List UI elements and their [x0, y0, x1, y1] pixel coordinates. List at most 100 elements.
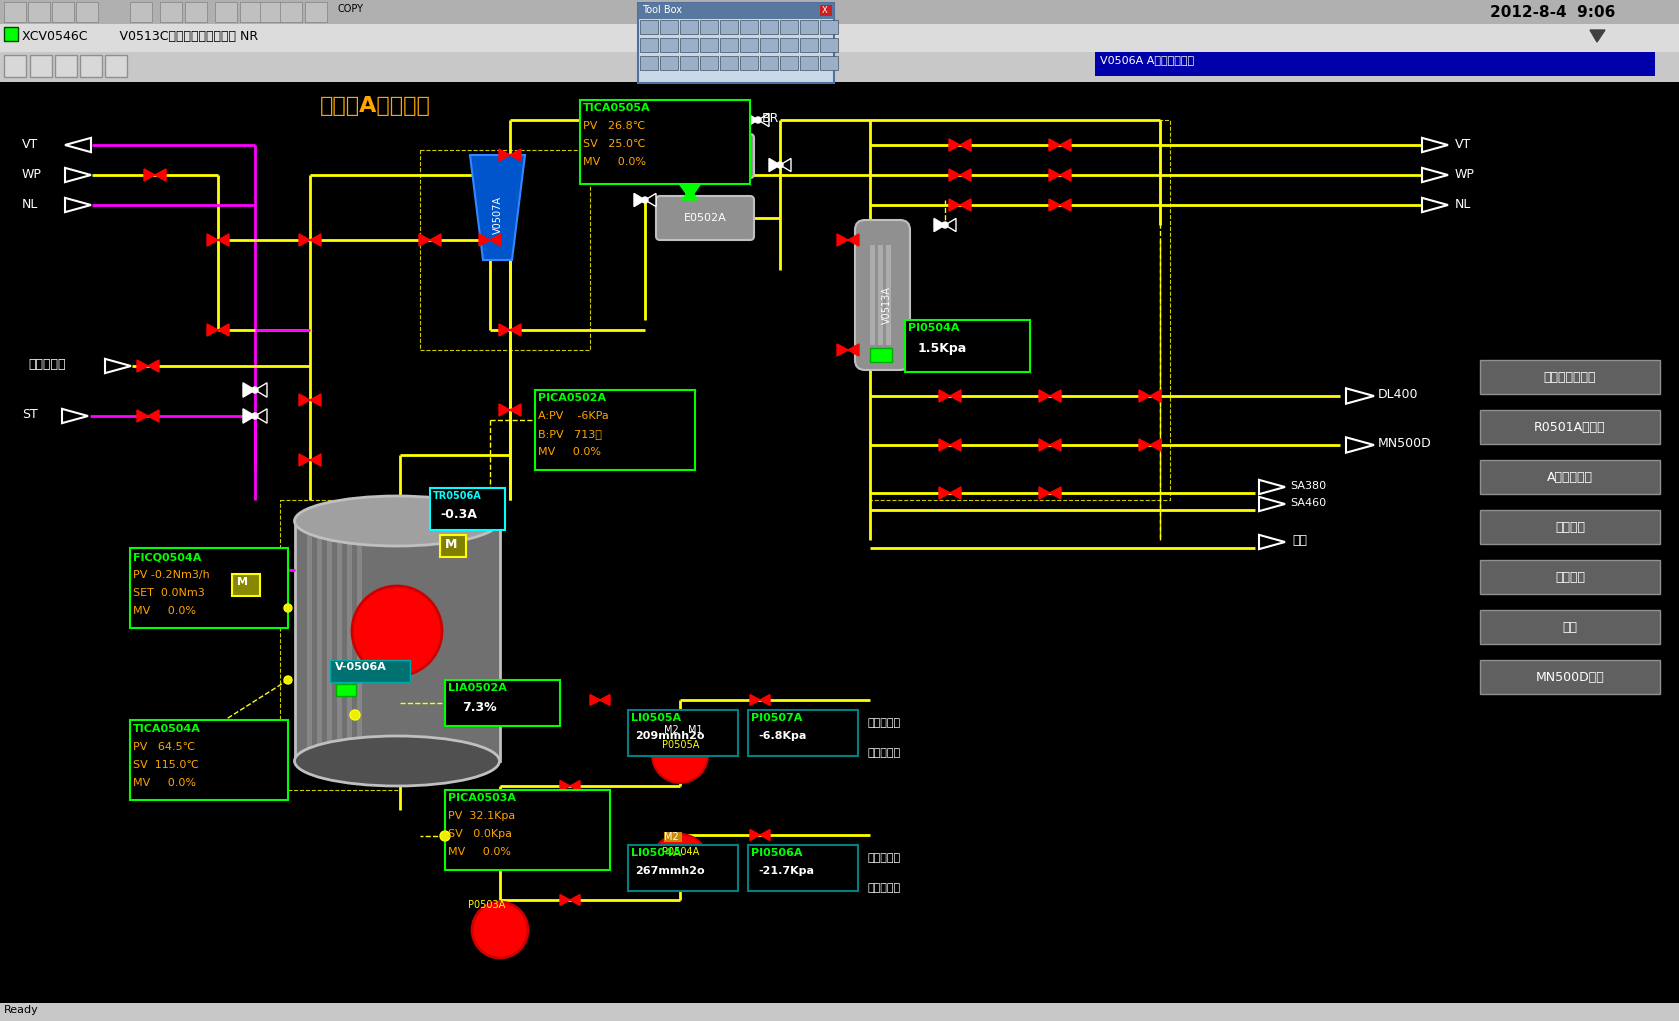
Bar — [76, 2, 97, 22]
Bar — [52, 2, 74, 22]
Bar — [628, 845, 739, 891]
Bar — [887, 245, 892, 345]
Polygon shape — [154, 168, 166, 181]
Bar — [640, 56, 658, 70]
Polygon shape — [470, 155, 526, 260]
Text: E0502A: E0502A — [683, 213, 727, 223]
Circle shape — [284, 604, 292, 612]
Polygon shape — [945, 218, 955, 232]
Bar — [348, 526, 353, 756]
Text: 低液位开关: 低液位开关 — [868, 883, 902, 893]
Bar — [660, 20, 678, 34]
Bar — [819, 5, 833, 16]
Polygon shape — [950, 390, 960, 402]
Text: SA380: SA380 — [1289, 481, 1326, 491]
Bar — [336, 684, 356, 696]
Polygon shape — [311, 234, 321, 246]
Bar — [536, 390, 695, 470]
Text: DL400: DL400 — [1378, 388, 1419, 401]
Text: PI0504A: PI0504A — [908, 323, 959, 333]
Polygon shape — [751, 829, 761, 840]
Text: LI0505A: LI0505A — [631, 713, 682, 723]
Polygon shape — [311, 394, 321, 406]
Text: 2012-8-4  9:06: 2012-8-4 9:06 — [1489, 5, 1615, 20]
Polygon shape — [761, 694, 771, 706]
Bar — [1479, 410, 1661, 444]
Polygon shape — [1039, 439, 1049, 451]
Circle shape — [252, 387, 259, 393]
Polygon shape — [949, 199, 960, 211]
Bar — [445, 680, 561, 726]
Polygon shape — [499, 404, 510, 416]
Bar — [680, 56, 698, 70]
Bar — [720, 20, 739, 34]
Bar — [761, 38, 777, 52]
Text: WP: WP — [1456, 168, 1474, 181]
Text: NL: NL — [22, 198, 39, 211]
Polygon shape — [138, 360, 148, 372]
Bar — [628, 710, 739, 756]
Polygon shape — [569, 780, 579, 791]
Bar — [720, 38, 739, 52]
Polygon shape — [680, 185, 700, 199]
Polygon shape — [499, 324, 510, 336]
Text: 7.3%: 7.3% — [462, 701, 497, 714]
Polygon shape — [781, 158, 791, 172]
Bar — [1479, 360, 1661, 394]
Text: 硬泡反应釜: 硬泡反应釜 — [29, 358, 65, 371]
Bar — [799, 38, 818, 52]
Polygon shape — [510, 324, 520, 336]
Polygon shape — [1059, 168, 1071, 181]
Polygon shape — [1039, 487, 1049, 499]
Bar — [819, 38, 838, 52]
Text: M2: M2 — [663, 725, 678, 735]
Polygon shape — [848, 344, 860, 356]
Polygon shape — [1150, 439, 1160, 451]
Bar — [799, 20, 818, 34]
Polygon shape — [950, 487, 960, 499]
Bar — [799, 56, 818, 70]
Polygon shape — [1150, 390, 1160, 402]
Text: A线牌号设定: A线牌号设定 — [1546, 471, 1593, 484]
Polygon shape — [949, 139, 960, 151]
Text: WP: WP — [22, 168, 42, 181]
Polygon shape — [569, 894, 579, 906]
Text: MV     0.0%: MV 0.0% — [537, 447, 601, 457]
Text: 交联剂工艺总貌: 交联剂工艺总貌 — [1543, 371, 1597, 384]
Polygon shape — [207, 234, 218, 246]
Text: SET  0.0Nm3: SET 0.0Nm3 — [133, 588, 205, 598]
Circle shape — [777, 162, 782, 168]
Polygon shape — [1049, 168, 1059, 181]
Bar — [870, 120, 1170, 500]
Bar — [740, 38, 757, 52]
Polygon shape — [599, 694, 609, 706]
Polygon shape — [490, 234, 500, 246]
Bar — [640, 20, 658, 34]
Polygon shape — [106, 358, 131, 373]
Bar — [870, 245, 875, 345]
Polygon shape — [1259, 480, 1284, 494]
Bar — [440, 535, 467, 557]
Ellipse shape — [294, 496, 499, 546]
Text: COPY: COPY — [337, 4, 364, 14]
Bar — [819, 20, 838, 34]
Bar — [680, 38, 698, 52]
Bar — [749, 710, 858, 756]
Polygon shape — [950, 439, 960, 451]
Bar — [878, 245, 883, 345]
Bar — [185, 2, 207, 22]
Polygon shape — [499, 149, 510, 161]
Bar — [445, 790, 609, 870]
Text: 209mmh2o: 209mmh2o — [635, 731, 705, 741]
Bar — [3, 27, 18, 41]
Bar — [331, 660, 410, 682]
Ellipse shape — [294, 736, 499, 786]
Bar — [781, 20, 798, 34]
Text: V-0506A: V-0506A — [336, 662, 386, 672]
Bar — [3, 2, 25, 22]
Bar — [819, 56, 838, 70]
Text: LIA0502A: LIA0502A — [448, 683, 507, 693]
Text: SA460: SA460 — [1289, 498, 1326, 508]
Bar — [638, 3, 834, 19]
Bar — [296, 521, 500, 761]
